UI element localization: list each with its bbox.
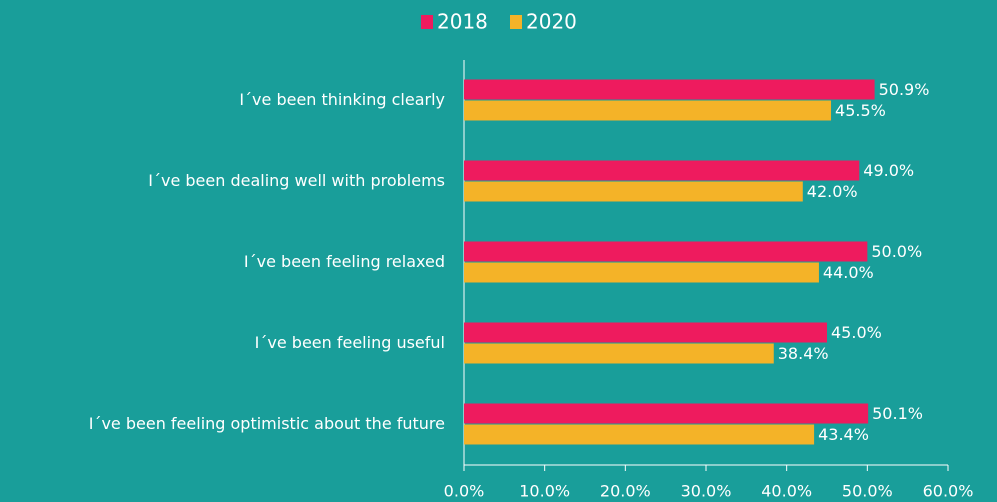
- data-label: 50.9%: [879, 80, 930, 99]
- bar: [464, 160, 860, 181]
- category-label: I´ve been feeling relaxed: [244, 252, 445, 271]
- bar: [464, 322, 827, 343]
- data-label: 45.5%: [835, 101, 886, 120]
- bar: [464, 343, 774, 364]
- legend-swatch: [510, 15, 522, 29]
- bar: [464, 241, 868, 262]
- bar: [464, 403, 869, 424]
- data-label: 49.0%: [863, 161, 914, 180]
- bar: [464, 79, 875, 100]
- legend-label: 2018: [437, 10, 488, 34]
- data-label: 44.0%: [823, 263, 874, 282]
- x-tick-label: 10.0%: [519, 482, 570, 501]
- category-label: I´ve been feeling useful: [255, 333, 445, 352]
- legend-label: 2020: [526, 10, 577, 34]
- data-label: 43.4%: [818, 425, 869, 444]
- x-tick-label: 50.0%: [842, 482, 893, 501]
- legend-swatch: [421, 15, 433, 29]
- data-label: 42.0%: [807, 182, 858, 201]
- data-label: 50.1%: [872, 404, 923, 423]
- x-tick-label: 40.0%: [761, 482, 812, 501]
- category-label: I´ve been dealing well with problems: [148, 171, 445, 190]
- data-label: 38.4%: [778, 344, 829, 363]
- data-label: 45.0%: [831, 323, 882, 342]
- bar: [464, 424, 815, 445]
- data-label: 50.0%: [871, 242, 922, 261]
- category-label: I´ve been thinking clearly: [239, 90, 445, 109]
- x-tick-label: 30.0%: [681, 482, 732, 501]
- bar: [464, 100, 832, 121]
- x-tick-label: 0.0%: [444, 482, 485, 501]
- x-tick-label: 60.0%: [923, 482, 974, 501]
- bar: [464, 262, 819, 283]
- category-label: I´ve been feeling optimistic about the f…: [89, 414, 445, 433]
- x-tick-label: 20.0%: [600, 482, 651, 501]
- bar: [464, 181, 803, 202]
